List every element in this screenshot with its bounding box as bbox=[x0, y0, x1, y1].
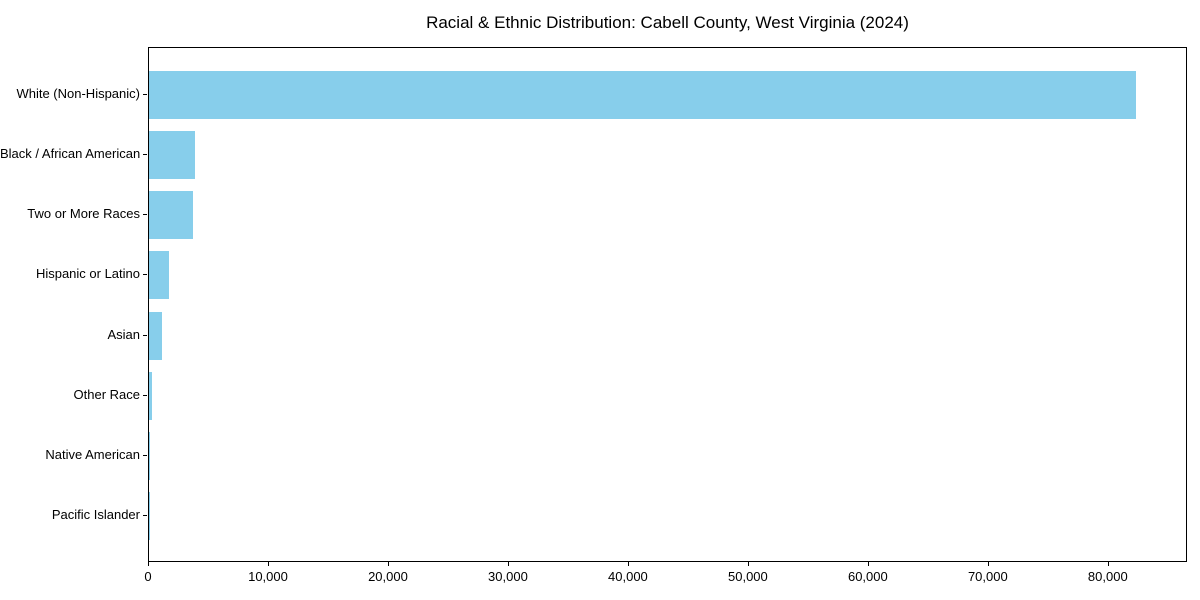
x-tick-label: 10,000 bbox=[248, 569, 288, 584]
y-tick-label: Native American bbox=[45, 446, 140, 462]
bar-asian bbox=[149, 311, 162, 360]
bar-hispanic-or-latino bbox=[149, 251, 169, 300]
y-tick-mark bbox=[143, 94, 147, 96]
y-tick-label: Other Race bbox=[73, 386, 140, 402]
bar-native-american bbox=[149, 431, 151, 480]
y-tick-label: White (Non-Hispanic) bbox=[16, 86, 140, 102]
y-tick-mark bbox=[143, 394, 147, 396]
x-tick-label: 70,000 bbox=[967, 569, 1008, 584]
x-tick-mark bbox=[627, 562, 629, 566]
y-tick-mark bbox=[143, 334, 147, 336]
y-tick-label: Two or More Races bbox=[27, 206, 140, 222]
x-tick-mark bbox=[267, 562, 269, 566]
y-tick-mark bbox=[143, 214, 147, 216]
bar-two-or-more-races bbox=[149, 191, 193, 240]
x-tick-mark bbox=[387, 562, 389, 566]
y-tick-mark bbox=[143, 454, 147, 456]
x-tick-mark bbox=[747, 562, 749, 566]
x-tick-label: 80,000 bbox=[1087, 569, 1128, 584]
x-tick-mark bbox=[148, 562, 149, 566]
bar-black-african-american bbox=[149, 131, 196, 180]
y-tick-label: Pacific Islander bbox=[51, 506, 140, 522]
x-tick-label: 40,000 bbox=[608, 569, 648, 584]
chart-title: Racial & Ethnic Distribution: Cabell Cou… bbox=[426, 13, 909, 32]
plot-area bbox=[148, 47, 1187, 562]
y-tick-label: Asian bbox=[107, 326, 140, 342]
x-tick-mark bbox=[1107, 562, 1109, 566]
y-tick-mark bbox=[143, 514, 147, 516]
y-tick-mark bbox=[143, 274, 147, 276]
bar-white-non-hispanic- bbox=[149, 71, 1137, 120]
x-tick-label: 20,000 bbox=[368, 569, 408, 584]
x-tick-label: 60,000 bbox=[847, 569, 888, 584]
x-tick-label: 50,000 bbox=[727, 569, 768, 584]
x-tick-label: 0 bbox=[144, 569, 152, 584]
x-tick-mark bbox=[867, 562, 869, 566]
y-tick-mark bbox=[143, 154, 147, 156]
x-tick-label: 30,000 bbox=[488, 569, 528, 584]
y-tick-label: Black / African American bbox=[0, 146, 141, 162]
x-tick-mark bbox=[507, 562, 509, 566]
x-tick-mark bbox=[987, 562, 989, 566]
y-tick-label: Hispanic or Latino bbox=[35, 266, 140, 282]
bar-other-race bbox=[149, 371, 153, 420]
